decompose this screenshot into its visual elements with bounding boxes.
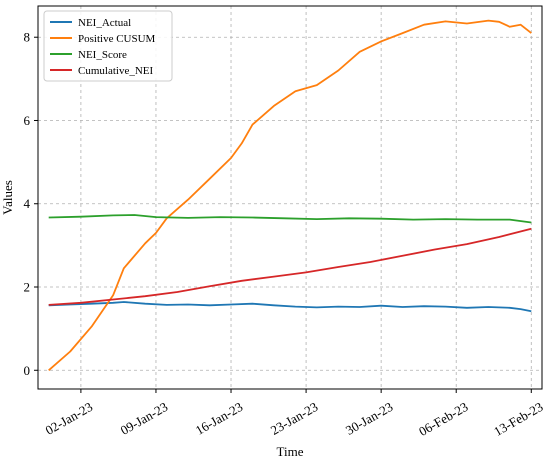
legend-box [43,10,173,82]
legend-entry: Positive CUSUM [78,33,156,45]
x-tick-label: 23-Jan-23 [268,399,321,438]
grid [38,6,542,389]
y-tick-label: 6 [24,113,31,128]
y-tick-label: 4 [24,196,31,211]
legend-entry: NEI_Score [78,49,127,61]
y-axis: 0 2 4 6 8 [24,30,38,378]
x-tick-label: 09-Jan-23 [118,399,171,438]
legend: NEI_Actual Positive CUSUM NEI_Score Cumulat… [43,10,173,82]
series-lines [48,19,532,371]
x-tick-label: 02-Jan-23 [43,399,96,438]
x-tick-label: 16-Jan-23 [193,399,246,438]
x-tick-label: 30-Jan-23 [343,399,396,438]
x-axis: 02-Jan-23 09-Jan-23 16-Jan-23 23-Jan-23 30-J… [43,389,546,439]
series-line-cumulative-nei [48,227,532,306]
legend-entry: NEI_Actual [78,17,131,29]
x-tick-label: 06-Feb-23 [416,399,470,439]
series-line-nei-actual [48,301,532,313]
y-tick-label: 8 [24,30,31,45]
plot-frame [37,5,543,390]
y-axis-label: Values [0,180,15,215]
x-tick-label: 13-Feb-23 [491,399,545,439]
series-line-nei-score [48,214,532,224]
legend-entry: Cumulative_NEI [78,65,153,77]
y-tick-label: 0 [24,363,31,378]
x-axis-label: Time [277,444,304,459]
y-tick-label: 2 [24,280,31,295]
series-line-positive-cusum [48,19,532,371]
